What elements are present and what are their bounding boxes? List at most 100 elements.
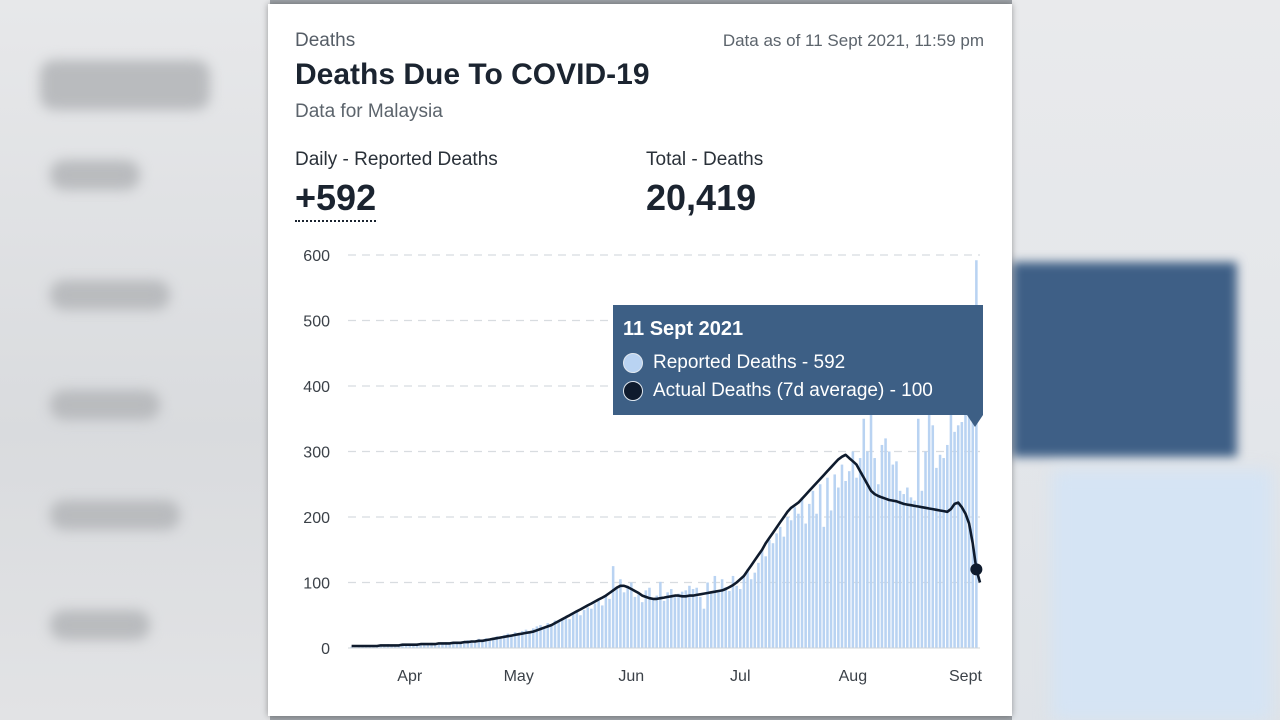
reported-deaths-bar[interactable] [604,595,608,648]
reported-deaths-bar[interactable] [818,484,822,648]
reported-deaths-bar[interactable] [804,523,807,648]
reported-deaths-bar[interactable] [953,431,956,648]
reported-deaths-bar[interactable] [470,641,473,648]
reported-deaths-bar[interactable] [975,260,978,648]
reported-deaths-bar[interactable] [575,611,579,648]
reported-deaths-bar[interactable] [495,636,499,648]
reported-deaths-bar[interactable] [611,566,615,648]
reported-deaths-bar[interactable] [771,543,775,648]
reported-deaths-bar[interactable] [742,577,746,648]
reported-deaths-bar[interactable] [517,634,520,648]
reported-deaths-bar[interactable] [793,507,797,648]
reported-deaths-bar[interactable] [433,644,437,648]
reported-deaths-bar[interactable] [448,644,451,648]
reported-deaths-bar[interactable] [916,418,920,648]
reported-deaths-bar[interactable] [815,513,818,648]
reported-deaths-bar[interactable] [680,591,684,648]
reported-deaths-bar[interactable] [622,592,626,648]
reported-deaths-bar[interactable] [826,477,829,648]
reported-deaths-bar[interactable] [419,645,422,648]
reported-deaths-bar[interactable] [571,613,575,648]
reported-deaths-bar[interactable] [662,600,666,648]
reported-deaths-bar[interactable] [695,587,698,648]
deaths-chart[interactable]: 0 100 200 300 400 500 600 Apr May Jun Jul Aug Sept [268,4,1012,716]
reported-deaths-bar[interactable] [423,644,426,648]
reported-deaths-bar[interactable] [906,487,909,648]
reported-deaths-bar[interactable] [539,625,542,648]
reported-deaths-bar[interactable] [521,630,524,648]
reported-deaths-bar[interactable] [615,589,619,648]
reported-deaths-bar[interactable] [582,610,586,648]
reported-deaths-bar[interactable] [648,587,651,648]
reported-deaths-bar[interactable] [546,623,550,648]
reported-deaths-bar[interactable] [459,643,462,648]
reported-deaths-bar[interactable] [492,637,495,648]
reported-deaths-bar[interactable] [524,629,528,648]
reported-deaths-bar[interactable] [797,513,800,648]
reported-deaths-bar[interactable] [561,618,564,648]
reported-deaths-bar[interactable] [760,549,764,648]
reported-deaths-bar[interactable] [462,642,466,648]
reported-deaths-bar[interactable] [553,620,557,648]
reported-deaths-bar[interactable] [898,490,902,648]
reported-deaths-bar[interactable] [510,636,513,648]
reported-deaths-bar[interactable] [782,536,786,648]
reported-deaths-bar[interactable] [699,596,702,648]
reported-deaths-bar[interactable] [880,444,884,648]
reported-deaths-bar[interactable] [542,627,546,648]
reported-deaths-bar[interactable] [441,643,444,648]
reported-deaths-bar[interactable] [851,451,855,649]
reported-deaths-bar[interactable] [688,585,691,648]
reported-deaths-bar[interactable] [942,458,945,648]
reported-deaths-bar[interactable] [412,644,415,648]
reported-deaths-bar[interactable] [847,471,851,648]
reported-deaths-bar[interactable] [735,585,738,648]
reported-deaths-bar[interactable] [550,624,553,648]
reported-deaths-bar[interactable] [702,608,706,648]
reported-deaths-bar[interactable] [902,494,905,648]
reported-deaths-bar[interactable] [855,477,858,648]
reported-deaths-bar[interactable] [444,642,448,648]
reported-deaths-bar[interactable] [935,467,938,648]
reported-deaths-bar[interactable] [531,628,535,648]
reported-deaths-bar[interactable] [706,582,709,649]
reported-deaths-bar[interactable] [666,592,669,648]
reported-deaths-bar[interactable] [473,640,477,648]
reported-deaths-bar[interactable] [455,641,459,648]
reported-deaths-bar[interactable] [673,595,677,648]
stat-daily-value[interactable]: +592 [295,177,377,222]
reported-deaths-bar[interactable] [528,631,531,648]
reported-deaths-bar[interactable] [499,638,502,648]
reported-deaths-bar[interactable] [633,596,637,648]
reported-deaths-bar[interactable] [877,484,880,648]
reported-deaths-bar[interactable] [437,644,441,648]
reported-deaths-bar[interactable] [956,425,960,648]
reported-deaths-bar[interactable] [724,587,728,648]
reported-deaths-bar[interactable] [753,572,757,648]
reported-deaths-bar[interactable] [401,646,404,648]
reported-deaths-bar[interactable] [731,575,735,648]
reported-deaths-bar[interactable] [655,595,659,648]
reported-deaths-bar[interactable] [971,399,975,648]
reported-deaths-bar[interactable] [844,480,847,648]
reported-deaths-bar[interactable] [481,639,484,648]
reported-deaths-bar[interactable] [640,602,644,648]
reported-deaths-bar[interactable] [946,444,949,648]
reported-deaths-bar[interactable] [597,600,600,648]
reported-deaths-bar[interactable] [840,464,844,648]
reported-deaths-bar[interactable] [739,589,742,648]
reported-deaths-bar[interactable] [350,646,353,648]
reported-deaths-bar[interactable] [408,644,412,648]
reported-deaths-bar[interactable] [866,451,869,649]
reported-deaths-bar[interactable] [372,646,375,648]
reported-deaths-bar[interactable] [586,607,589,648]
reported-deaths-bar[interactable] [390,646,393,648]
reported-deaths-bar[interactable] [568,619,571,648]
reported-deaths-bar[interactable] [626,585,629,648]
reported-deaths-bar[interactable] [619,579,622,648]
reported-deaths-bar[interactable] [808,503,811,648]
reported-deaths-bar[interactable] [659,581,662,648]
reported-deaths-bar[interactable] [800,497,804,648]
reported-deaths-bar[interactable] [669,589,673,648]
reported-deaths-bar[interactable] [757,562,760,648]
